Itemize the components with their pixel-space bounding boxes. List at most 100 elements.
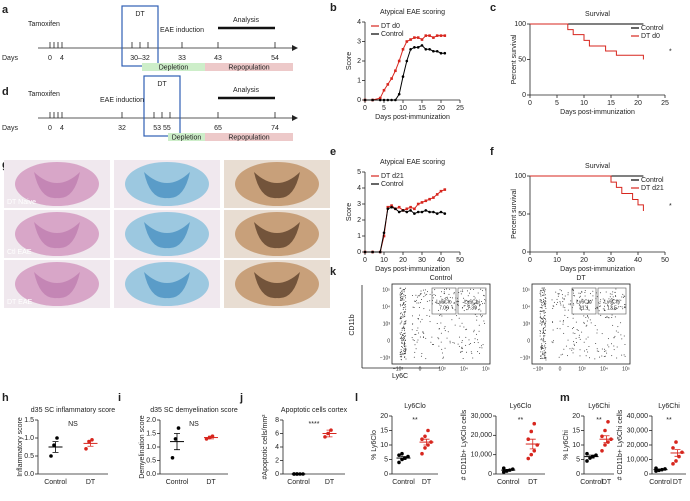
flow-event	[453, 342, 455, 344]
marker	[386, 83, 390, 86]
flow-event	[544, 315, 546, 317]
tissue-core	[34, 222, 80, 249]
error-bar	[603, 435, 610, 444]
depletion	[142, 63, 205, 71]
flow-event	[403, 311, 405, 313]
flow-event	[543, 355, 545, 357]
flow-event	[479, 304, 481, 306]
flow-event	[401, 353, 403, 355]
marker	[390, 98, 393, 102]
tissue-core	[254, 172, 300, 199]
flow-event	[402, 296, 404, 298]
flow-event	[482, 290, 484, 292]
marker	[378, 98, 382, 102]
flow-event	[460, 290, 462, 292]
flow-event	[399, 294, 401, 296]
y-tick-label: 5	[357, 169, 361, 176]
flow-x-tick: 0	[419, 366, 422, 372]
flow-event	[614, 335, 616, 337]
flow-event	[418, 306, 420, 308]
flow-event	[400, 331, 402, 333]
data-point	[680, 450, 684, 455]
day: 65	[214, 125, 222, 132]
flow-frame	[391, 283, 491, 365]
x-tick-label: 50	[456, 257, 464, 264]
flow-event	[612, 298, 614, 300]
marker	[428, 48, 431, 51]
flow-event	[403, 306, 405, 308]
data-point	[585, 459, 589, 463]
flow-event	[574, 344, 576, 346]
flow-event	[403, 337, 405, 339]
flow-event	[444, 330, 446, 332]
flow-event	[599, 301, 601, 303]
flow-event	[473, 295, 475, 297]
y-tick-label: 50	[518, 211, 526, 218]
flow-event	[479, 347, 481, 349]
flow-event	[432, 297, 434, 299]
flow-event	[469, 306, 471, 308]
panel-letter: f	[490, 146, 494, 158]
flow-event	[572, 292, 574, 294]
y-tick-label: 100	[514, 21, 526, 28]
flow-event	[544, 324, 546, 326]
flow-event	[584, 291, 586, 293]
flow-event	[401, 337, 403, 339]
flow-event	[404, 346, 406, 348]
flow-x-tick: −10³	[533, 366, 543, 372]
flow-event	[540, 345, 542, 347]
flow-event	[405, 320, 407, 322]
flow-event	[467, 295, 469, 297]
flow-event	[445, 296, 447, 298]
flow-event	[475, 333, 477, 335]
day: 43	[214, 55, 222, 62]
depletion-label: Depletion	[159, 64, 189, 71]
flow-event	[402, 335, 404, 337]
flow-event	[462, 358, 464, 360]
flow-event	[433, 343, 435, 345]
y-axis-label: Score	[346, 52, 353, 70]
flow-event	[542, 337, 544, 339]
histology-row-label: Ctl EAE	[7, 249, 32, 256]
flow-event	[462, 301, 464, 303]
flow-event	[586, 324, 588, 326]
y-tick-label: 0	[384, 471, 388, 478]
marker	[397, 92, 401, 96]
flow-event	[575, 321, 577, 323]
y-axis-label: % Ly6Chi	[563, 430, 570, 460]
flow-event	[542, 289, 544, 291]
flow-event	[477, 303, 479, 305]
chart-title: Ly6Clo	[510, 403, 532, 410]
flow-event	[426, 300, 428, 302]
flow-event	[415, 294, 417, 296]
y-tick-label: 20	[380, 413, 388, 420]
flow-event	[443, 293, 445, 295]
marker	[405, 59, 409, 63]
x-tick-label: 0	[363, 105, 367, 112]
flow-event	[539, 306, 541, 308]
flow-event	[567, 325, 569, 327]
chart-title: Ly6Clo	[404, 403, 426, 410]
flow-event	[480, 345, 482, 347]
flow-event	[477, 309, 479, 311]
x-tick-label: 20	[580, 257, 588, 264]
x-tick-label: 25	[456, 105, 464, 112]
flow-event	[540, 294, 542, 296]
flow-event	[623, 354, 625, 356]
x-tick-label: Control	[497, 479, 520, 486]
flow-event	[399, 313, 401, 315]
flow-event	[544, 302, 546, 304]
flow-event	[413, 306, 415, 308]
legend-label: Control	[641, 177, 664, 184]
y-tick-label: 15	[380, 427, 388, 434]
flow-event	[475, 306, 477, 308]
flow-event	[556, 303, 558, 305]
flow-event	[540, 289, 542, 291]
flow-event	[441, 352, 443, 354]
x-tick-label: 0	[363, 257, 367, 264]
day: 4	[60, 55, 64, 62]
marker	[394, 98, 397, 102]
flow-event	[401, 304, 403, 306]
marker	[424, 199, 428, 203]
flow-event	[429, 321, 431, 323]
